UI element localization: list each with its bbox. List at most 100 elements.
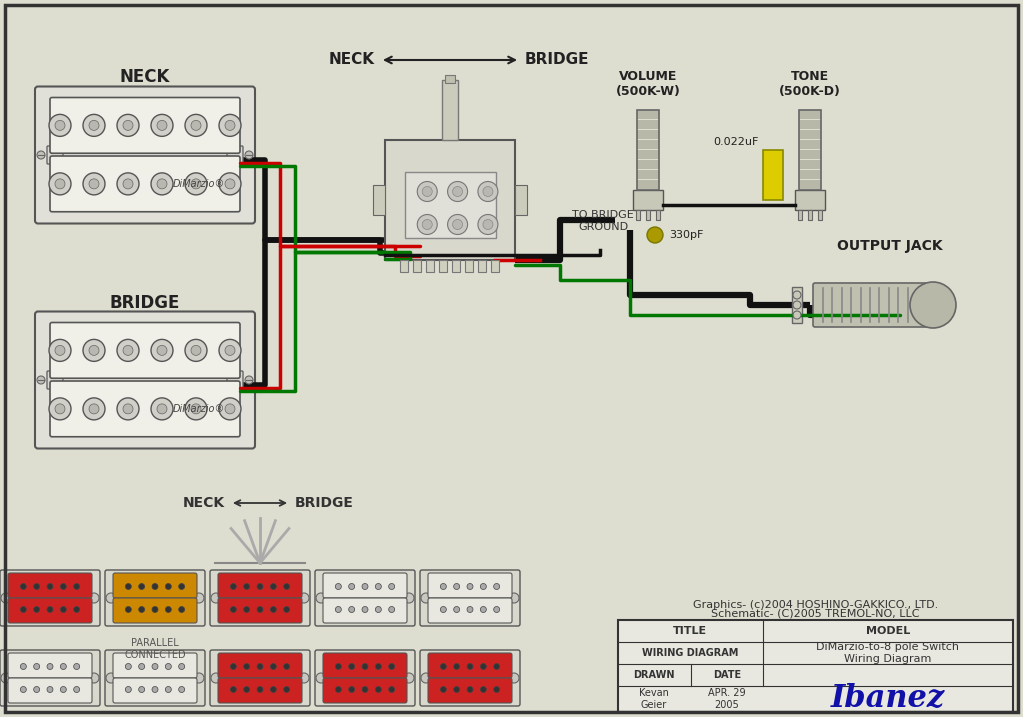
Circle shape bbox=[89, 673, 99, 683]
Text: OUTPUT JACK: OUTPUT JACK bbox=[837, 239, 943, 253]
Circle shape bbox=[83, 115, 105, 136]
Circle shape bbox=[117, 339, 139, 361]
Circle shape bbox=[151, 339, 173, 361]
Circle shape bbox=[89, 593, 99, 603]
Circle shape bbox=[243, 607, 250, 612]
Circle shape bbox=[283, 686, 290, 693]
FancyBboxPatch shape bbox=[113, 653, 197, 678]
Circle shape bbox=[34, 663, 40, 670]
Circle shape bbox=[89, 346, 99, 356]
Circle shape bbox=[49, 173, 71, 195]
Circle shape bbox=[219, 339, 241, 361]
Circle shape bbox=[494, 686, 499, 693]
Circle shape bbox=[139, 686, 144, 693]
Circle shape bbox=[647, 227, 663, 243]
Circle shape bbox=[270, 663, 276, 670]
FancyBboxPatch shape bbox=[113, 598, 197, 623]
Circle shape bbox=[283, 607, 290, 612]
Circle shape bbox=[83, 339, 105, 361]
Circle shape bbox=[20, 584, 27, 589]
FancyBboxPatch shape bbox=[323, 598, 407, 623]
Circle shape bbox=[191, 179, 201, 189]
Circle shape bbox=[139, 663, 144, 670]
Circle shape bbox=[316, 593, 326, 603]
Bar bbox=[465, 260, 473, 272]
Circle shape bbox=[336, 663, 342, 670]
Circle shape bbox=[336, 584, 342, 589]
Text: VOLUME
(500K-W): VOLUME (500K-W) bbox=[616, 70, 680, 98]
Circle shape bbox=[417, 214, 437, 234]
Circle shape bbox=[481, 686, 486, 693]
Circle shape bbox=[60, 686, 66, 693]
Circle shape bbox=[60, 607, 66, 612]
Circle shape bbox=[453, 663, 459, 670]
Text: NECK: NECK bbox=[329, 52, 375, 67]
Circle shape bbox=[422, 186, 433, 196]
Text: DATE: DATE bbox=[713, 670, 741, 680]
Circle shape bbox=[185, 173, 207, 195]
Circle shape bbox=[191, 120, 201, 130]
Circle shape bbox=[151, 398, 173, 420]
Circle shape bbox=[139, 584, 144, 589]
Text: WIRING DIAGRAM: WIRING DIAGRAM bbox=[641, 648, 739, 658]
Circle shape bbox=[230, 663, 236, 670]
Circle shape bbox=[139, 607, 144, 612]
Circle shape bbox=[60, 584, 66, 589]
Circle shape bbox=[20, 686, 27, 693]
Circle shape bbox=[375, 584, 382, 589]
Circle shape bbox=[55, 179, 65, 189]
Circle shape bbox=[225, 179, 235, 189]
Circle shape bbox=[478, 214, 498, 234]
Circle shape bbox=[47, 663, 53, 670]
FancyBboxPatch shape bbox=[323, 653, 407, 678]
Text: TONE
(500K-D): TONE (500K-D) bbox=[780, 70, 841, 98]
Circle shape bbox=[362, 686, 368, 693]
FancyBboxPatch shape bbox=[50, 98, 240, 153]
Circle shape bbox=[422, 219, 433, 229]
Bar bbox=[637, 140, 659, 149]
Circle shape bbox=[375, 607, 382, 612]
Circle shape bbox=[83, 173, 105, 195]
Bar bbox=[637, 160, 659, 169]
Bar bbox=[799, 140, 821, 149]
Circle shape bbox=[389, 607, 395, 612]
Circle shape bbox=[389, 584, 395, 589]
Circle shape bbox=[421, 593, 431, 603]
Circle shape bbox=[191, 346, 201, 356]
Bar bbox=[656, 210, 660, 220]
Text: 330pF: 330pF bbox=[669, 230, 704, 240]
Circle shape bbox=[37, 151, 45, 159]
Circle shape bbox=[179, 607, 185, 612]
Bar bbox=[637, 120, 659, 129]
Text: TITLE: TITLE bbox=[673, 626, 707, 636]
Circle shape bbox=[336, 686, 342, 693]
Circle shape bbox=[83, 398, 105, 420]
FancyBboxPatch shape bbox=[323, 573, 407, 598]
Circle shape bbox=[152, 686, 158, 693]
Circle shape bbox=[55, 120, 65, 130]
Text: PARALLEL
CONNECTED: PARALLEL CONNECTED bbox=[124, 638, 186, 660]
Circle shape bbox=[126, 584, 131, 589]
Text: BRIDGE: BRIDGE bbox=[109, 293, 180, 311]
FancyBboxPatch shape bbox=[35, 87, 255, 224]
Circle shape bbox=[453, 607, 459, 612]
Bar bbox=[413, 260, 421, 272]
Bar bbox=[637, 130, 659, 139]
Text: DiMarzio-to-8 pole Switch
Wiring Diagram: DiMarzio-to-8 pole Switch Wiring Diagram bbox=[816, 642, 960, 664]
Circle shape bbox=[349, 607, 355, 612]
Bar bbox=[799, 120, 821, 129]
Circle shape bbox=[60, 663, 66, 670]
Circle shape bbox=[49, 115, 71, 136]
Circle shape bbox=[509, 593, 519, 603]
Circle shape bbox=[152, 584, 158, 589]
Circle shape bbox=[117, 398, 139, 420]
Circle shape bbox=[481, 663, 486, 670]
Text: DiMarzio®: DiMarzio® bbox=[173, 404, 225, 414]
Circle shape bbox=[336, 607, 342, 612]
Circle shape bbox=[219, 398, 241, 420]
Text: NECK: NECK bbox=[120, 69, 170, 87]
Circle shape bbox=[494, 663, 499, 670]
Bar bbox=[636, 210, 640, 220]
Bar bbox=[637, 180, 659, 189]
Circle shape bbox=[270, 607, 276, 612]
